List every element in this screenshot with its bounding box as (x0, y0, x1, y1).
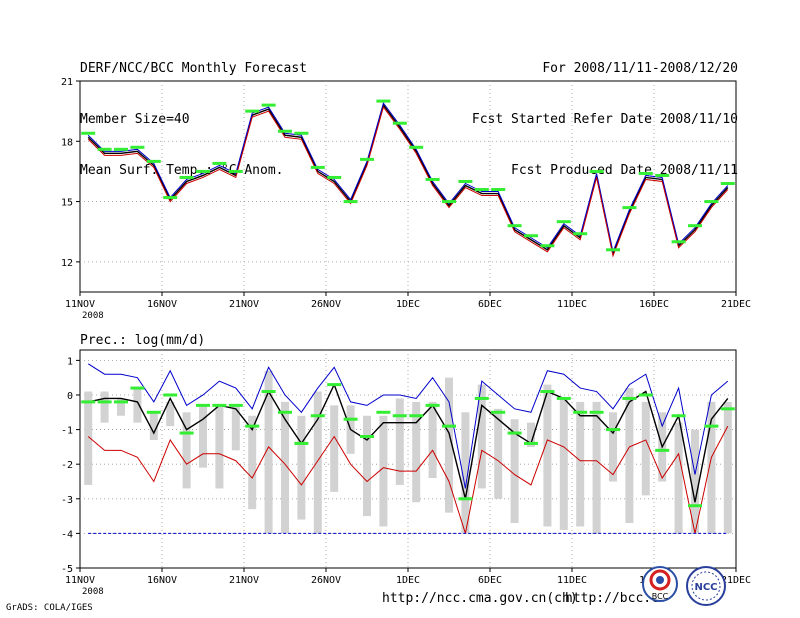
panel2-spread-bar (477, 384, 486, 489)
panel2-spread-bar (117, 398, 125, 416)
panel2-spread-bar (445, 377, 453, 513)
panel2-x-tick-label: 21NOV (229, 575, 259, 586)
panel2-spread-bar (149, 412, 158, 440)
panel1-mean-line (87, 103, 729, 257)
panel1-y-tick-label: 15 (61, 198, 73, 209)
panel2-spread-bar (379, 415, 388, 527)
panel2-spread-bar (313, 391, 322, 534)
panel2-spread-bar (592, 401, 601, 534)
panel2-spread-bar (215, 405, 224, 489)
chart-title: DERF/NCC/BCC Monthly Forecast (80, 61, 307, 76)
panel2-spread-bar (674, 422, 683, 534)
panel1-upper-line (87, 101, 729, 254)
panel2-y-tick-label: -5 (61, 564, 73, 575)
panel2-spread-bar (248, 415, 257, 510)
panel2-spread-bar (543, 384, 552, 527)
panel2-lower-line (87, 425, 729, 534)
panel1-x-tick-label: 11DEC (557, 299, 587, 310)
panel1-x-year-label: 2008 (82, 311, 104, 321)
panel2-x-tick-label: 16NOV (147, 575, 177, 586)
panel2-x-tick-label: 11DEC (557, 575, 587, 586)
panel1-x-tick-label: 26NOV (311, 299, 341, 310)
panel2-y-tick-label: 0 (67, 391, 73, 402)
panel1-y-tick-label: 18 (61, 137, 73, 148)
panel2-y-tick-label: -1 (61, 426, 73, 437)
panel2-y-tick-label: -2 (61, 460, 73, 471)
panel2-spread-bar (100, 391, 109, 423)
panel2-x-tick-label: 21DEC (721, 575, 751, 586)
panel2-x-tick-label: 11NOV (65, 575, 95, 586)
panel2-spread-bar (428, 401, 437, 479)
panel1-x-tick-label: 1DEC (396, 299, 420, 310)
panel1-lower-line (87, 106, 729, 258)
panel1-x-tick-label: 21NOV (229, 299, 259, 310)
panel2-spread-bar (461, 412, 470, 534)
panel2-mean-line (88, 382, 729, 503)
member-size: Member Size=40 (80, 112, 190, 127)
panel2-spread-bar (609, 412, 617, 482)
panel1-x-tick-label: 16DEC (639, 299, 669, 310)
panel2-spread-bar (723, 401, 732, 534)
panel2-title: Prec.: log(mm/d) (80, 333, 205, 348)
panel1-frame (79, 80, 737, 293)
panel2-spread-bar (199, 405, 207, 468)
panel1-x-tick-label: 21DEC (721, 299, 751, 310)
panel2-x-year-label: 2008 (82, 587, 104, 597)
panel2-spread-bar (84, 391, 93, 485)
grads-credit: GrADS: COLA/IGES (6, 603, 93, 613)
panel1-x-tick-label: 11NOV (65, 299, 95, 310)
panel1-x-tick-label: 16NOV (147, 299, 177, 310)
bcc-logo-text: BCC (652, 592, 669, 601)
panel2-y-tick-label: 1 (67, 356, 73, 367)
ncc-logo-text: NCC (694, 582, 717, 593)
panel2-spread-bar (297, 415, 306, 520)
panel2-x-tick-label: 1DEC (396, 575, 420, 586)
panel2-spread-bar (510, 419, 519, 524)
panel2-y-tick-label: -3 (61, 495, 73, 506)
panel2-spread-bar (641, 401, 650, 496)
bcc-url-link[interactable]: http://bcc.c (565, 591, 659, 606)
panel1-y-tick-label: 12 (61, 258, 73, 269)
panel2-spread-bar (133, 388, 142, 423)
panel2-spread-bar (166, 401, 175, 427)
panel2-spread-bar (707, 401, 716, 534)
panel2-spread-bar (559, 398, 568, 530)
panel2-y-tick-label: -4 (61, 529, 73, 540)
panel2-spread-bar (363, 415, 371, 517)
panel2-spread-bar (691, 429, 699, 534)
panel2-spread-bar (625, 388, 634, 524)
panel2-spread-bar (231, 405, 240, 451)
panel2-spread-bar (527, 422, 535, 447)
panel2-spread-bar (576, 401, 585, 527)
panel2-spread-bar (264, 370, 273, 534)
panel2-upper-line (87, 363, 729, 489)
ncc-logo: NCC (686, 566, 726, 606)
bcc-logo: BCC (642, 566, 678, 602)
started-date: Fcst Started Refer Date 2008/11/10 (471, 112, 738, 127)
panel2-spread-bar (182, 412, 191, 489)
panel1-x-tick-label: 6DEC (478, 299, 502, 310)
panel2-spread-bar (494, 408, 503, 499)
panel1-y-tick-label: 21 (61, 77, 73, 88)
ncc-url-link[interactable]: http://ncc.cma.gov.cn(ch) (382, 591, 578, 606)
forecast-period: For 2008/11/11-2008/12/20 (542, 61, 738, 76)
panel2-spread-bar (281, 401, 289, 534)
panel2-x-tick-label: 26NOV (311, 575, 341, 586)
produced-date: Fcst Produced Date 2008/11/11 (511, 163, 738, 178)
panel2-spread-bar (330, 405, 339, 492)
panel2-x-tick-label: 6DEC (478, 575, 502, 586)
panel2-spread-bar (412, 401, 421, 503)
panel2-spread-bar (395, 398, 404, 485)
